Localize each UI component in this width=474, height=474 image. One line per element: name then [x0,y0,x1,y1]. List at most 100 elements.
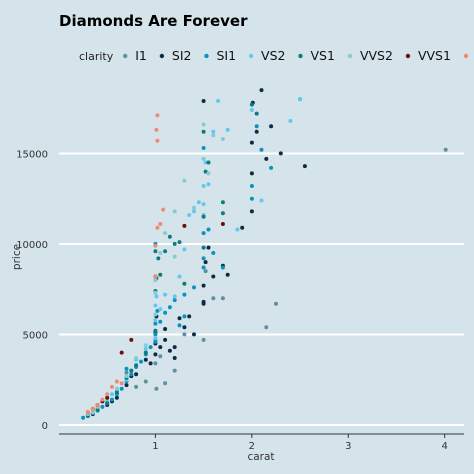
legend-swatch [248,53,254,59]
data-point-si1 [269,165,274,170]
data-point-if [158,222,163,226]
legend-item-vvs2: VVS2 [347,48,393,63]
data-point-vs1 [158,272,163,277]
data-point-si1 [158,319,163,324]
legend-swatch [123,53,128,59]
data-point-vvs2 [206,171,211,176]
data-point-if [95,403,100,407]
y-axis-label: price [11,244,23,270]
legend-item-vvs1: VVS1 [405,48,451,63]
data-point-si2 [158,345,163,350]
data-point-vvs1 [182,223,187,228]
data-point-if [155,225,160,230]
data-point-vvs2 [211,133,216,138]
data-point-vs2 [225,127,230,132]
data-point-si2 [302,164,307,169]
data-point-i1 [182,332,187,337]
data-point-si1 [182,292,187,297]
data-point-si2 [201,301,206,306]
data-point-vs1 [177,240,182,245]
data-point-si2 [177,316,182,321]
data-point-si2 [254,129,259,134]
data-point-vs1 [201,245,206,250]
data-point-vvs2 [220,137,225,141]
data-point-vvs2 [201,122,206,127]
data-point-vs2 [177,274,182,279]
legend-item-si2: SI2 [159,48,192,63]
data-point-i1 [158,354,163,359]
data-point-si2 [134,372,139,377]
legend-item-vs2: VS2 [248,48,286,63]
data-point-si1 [192,285,196,290]
data-point-vvs2 [153,290,158,295]
y-tick-label: 5000 [23,330,48,341]
data-point-vvs2 [163,231,168,236]
x-tick-label: 3 [345,441,351,452]
data-point-vvs2 [153,278,158,283]
data-point-i1 [203,269,208,274]
data-point-if [105,392,110,397]
data-point-if [155,113,160,118]
data-point-if [110,384,114,389]
data-point-if [153,243,158,248]
data-point-if [90,406,95,411]
data-point-si2 [167,348,172,353]
data-point-if [154,127,159,132]
data-point-si2 [163,337,168,342]
data-point-si1 [177,323,182,328]
x-tick-label: 2 [249,441,255,452]
data-point-if [119,381,124,386]
data-point-vs1 [153,328,158,333]
data-point-i1 [264,325,269,330]
data-point-i1 [201,337,206,342]
legend-label: SI2 [172,48,192,63]
legend-item-if: IF [463,53,469,59]
data-point-vvs1 [105,395,110,400]
data-point-i1 [143,379,148,384]
data-points [81,88,448,420]
data-point-i1 [211,296,216,301]
data-point-vs1 [201,129,206,134]
data-point-vs1 [172,241,177,246]
data-point-si1 [259,147,264,152]
data-point-vs1 [105,401,110,406]
y-tick-label: 0 [42,421,48,432]
data-point-si1 [81,415,86,420]
legend-item-i1: I1 [123,48,147,63]
legend-swatch [405,53,411,59]
data-point-si2 [148,361,153,366]
legend-swatch [347,53,353,59]
data-point-vs1 [129,368,134,373]
data-point-vs2 [203,160,208,165]
data-point-si2 [182,325,187,330]
data-point-vs2 [235,227,240,232]
data-point-vs1 [254,111,259,116]
data-point-si2 [153,352,158,357]
data-point-vvs2 [172,209,177,214]
data-point-si1 [201,231,206,236]
data-point-si2 [264,156,269,161]
data-point-si1 [153,332,158,337]
data-point-vs2 [201,202,206,207]
gridlines [59,152,464,426]
data-point-si2 [240,225,245,230]
data-point-vs1 [220,200,225,205]
data-point-si1 [254,124,259,129]
data-point-vs1 [153,249,158,254]
data-point-vs2 [172,294,177,299]
data-point-vvs2 [134,356,139,360]
data-point-si2 [259,88,264,93]
data-point-si2 [114,395,119,400]
data-point-vvs2 [114,386,119,391]
data-point-si2 [249,171,254,176]
data-point-si2 [201,283,206,288]
data-point-vs2 [298,97,303,102]
data-point-vvs1 [129,337,134,342]
data-point-si1 [110,397,114,402]
data-point-vvs1 [220,222,225,226]
legend-swatch [159,53,165,59]
data-point-vs1 [163,249,168,254]
data-point-si2 [249,140,254,145]
data-point-vs2 [187,213,192,217]
